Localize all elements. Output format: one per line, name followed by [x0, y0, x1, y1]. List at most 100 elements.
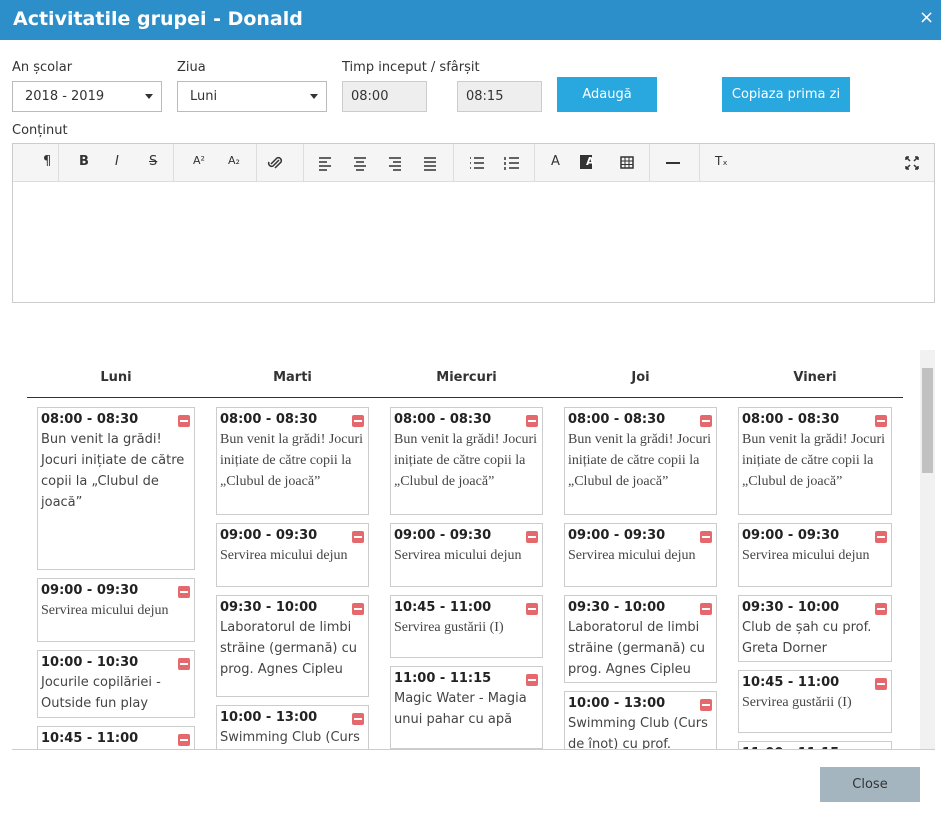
- activity-card: 09:00 - 09:30 Servirea micului dejun: [738, 523, 892, 587]
- toolbar-button[interactable]: A²: [193, 154, 205, 167]
- content-label: Conținut: [12, 123, 68, 138]
- activity-card: 09:00 - 09:30 Servirea micului dejun: [216, 523, 369, 587]
- toolbar-button[interactable]: I: [115, 154, 119, 169]
- activity-text: Bun venit la grădi! Jocuri inițiate de c…: [394, 432, 538, 489]
- activity-card: 09:00 - 09:30 Servirea micului dejun: [390, 523, 543, 587]
- editor[interactable]: ¶ B I S A² A₂ A A Tₓ: [12, 143, 935, 303]
- toolbar-button[interactable]: ¶: [43, 154, 52, 169]
- activity-time: 10:45 - 11:00: [742, 675, 840, 690]
- delete-button[interactable]: [352, 603, 364, 615]
- activity-text: Swimming Club (Curs de înot) cu prof.: [568, 716, 708, 750]
- close-button[interactable]: Close: [820, 767, 920, 802]
- delete-button[interactable]: [700, 415, 712, 427]
- delete-button[interactable]: [178, 415, 190, 427]
- schedule: Luni 08:00 - 08:30 Bun venit la grădi! Joc…: [12, 350, 935, 750]
- start-input[interactable]: 08:00: [342, 81, 427, 112]
- scrollbar[interactable]: [920, 350, 935, 749]
- activity-text: Servirea micului dejun: [41, 603, 169, 618]
- activity-time: 09:30 - 10:00: [568, 600, 666, 615]
- activity-time: 11:00 - 11:15: [742, 746, 888, 749]
- activity-time: 08:00 - 08:30: [568, 412, 666, 427]
- delete-button[interactable]: [875, 749, 887, 750]
- delete-button[interactable]: [875, 415, 887, 427]
- toolbar-button[interactable]: A: [586, 155, 595, 168]
- delete-button[interactable]: [352, 415, 364, 427]
- activity-text: Servirea micului dejun: [220, 548, 348, 563]
- activity-time: 09:00 - 09:30: [568, 528, 666, 543]
- activity-card: 10:00 - 13:00 Swimming Club (Curs de înot…: [216, 705, 369, 749]
- activity-card: 10:45 - 11:00: [37, 726, 195, 749]
- activity-text: Swimming Club (Curs de înot) cu prof.: [220, 730, 360, 745]
- activity-card: 10:00 - 13:00 Swimming Club (Curs de înot…: [564, 691, 717, 750]
- activity-time: 10:45 - 11:00: [394, 600, 492, 615]
- fullscreen-icon: [905, 156, 919, 170]
- activity-card: 08:00 - 08:30 Bun venit la grădi! Jocuri …: [564, 407, 717, 515]
- toolbar-button[interactable]: A: [551, 154, 560, 169]
- delete-button[interactable]: [526, 603, 538, 615]
- end-input[interactable]: 08:15: [457, 81, 542, 112]
- day-header: Marti: [273, 370, 312, 385]
- activity-text: Bun venit la grădi! Jocuri inițiate de c…: [568, 432, 712, 489]
- delete-button[interactable]: [178, 586, 190, 598]
- day-header: Luni: [100, 370, 132, 385]
- delete-button[interactable]: [700, 699, 712, 711]
- toolbar-button[interactable]: Tₓ: [715, 154, 728, 168]
- day-header: Joi: [631, 370, 650, 385]
- activity-text: Magic Water - Magia unui pahar cu apă: [394, 691, 527, 727]
- activity-time: 08:00 - 08:30: [394, 412, 492, 427]
- scroll-thumb[interactable]: [922, 368, 933, 473]
- activity-time: 08:00 - 08:30: [41, 412, 139, 427]
- activity-card: 09:00 - 09:30 Servirea micului dejun: [37, 578, 195, 642]
- activity-text: Servirea micului dejun: [394, 548, 522, 563]
- delete-button[interactable]: [875, 603, 887, 615]
- activity-text: Bun venit la grădi! Jocuri inițiate de c…: [742, 432, 886, 489]
- delete-button[interactable]: [526, 531, 538, 543]
- copy-button[interactable]: Copiaza prima zi: [722, 77, 850, 112]
- table-icon: [620, 156, 634, 169]
- year-select[interactable]: 2018 - 2019: [12, 81, 162, 112]
- activity-card: 11:00 - 11:15: [738, 741, 892, 750]
- toolbar-separator: [256, 144, 257, 182]
- toolbar-icons: [267, 155, 919, 171]
- delete-button[interactable]: [875, 531, 887, 543]
- align-center: [354, 157, 366, 171]
- toolbar-separator: [303, 144, 304, 182]
- activity-text: Servirea micului dejun: [742, 548, 870, 563]
- toolbar-separator: [649, 144, 650, 182]
- header-rule: [27, 397, 903, 398]
- dialog-title: Activitatile grupei - Donald: [13, 8, 303, 30]
- delete-button[interactable]: [352, 531, 364, 543]
- activity-text: Bun venit la grădi! Jocuri inițiate de c…: [41, 432, 185, 510]
- delete-button[interactable]: [700, 531, 712, 543]
- year-label: An școlar: [12, 60, 73, 75]
- delete-button[interactable]: [526, 674, 538, 686]
- add-button[interactable]: Adaugă: [557, 77, 657, 112]
- toolbar-button[interactable]: S: [149, 154, 158, 169]
- activity-text: Servirea micului dejun: [568, 548, 696, 563]
- day-select[interactable]: Luni: [177, 81, 327, 112]
- delete-button[interactable]: [700, 603, 712, 615]
- activity-card: 09:00 - 09:30 Servirea micului dejun: [564, 523, 717, 587]
- day-header: Vineri: [793, 370, 837, 385]
- activity-text: Club de șah cu prof. Greta Dorner: [742, 620, 872, 656]
- delete-button[interactable]: [178, 734, 190, 746]
- toolbar-button[interactable]: A₂: [228, 154, 240, 167]
- toolbar-separator: [699, 144, 700, 182]
- activity-text: Bun venit la grădi! Jocuri inițiate de c…: [220, 432, 364, 489]
- activity-text: Laboratorul de limbi străine (germană) c…: [568, 620, 706, 677]
- delete-button[interactable]: [178, 658, 190, 670]
- delete-button[interactable]: [352, 713, 364, 725]
- time-label: Timp inceput / sfârșit: [342, 60, 480, 75]
- toolbar-button[interactable]: B: [79, 154, 89, 169]
- activity-time: 10:45 - 11:00: [41, 731, 139, 746]
- delete-button[interactable]: [875, 678, 887, 690]
- activity-time: 08:00 - 08:30: [220, 412, 318, 427]
- delete-button[interactable]: [526, 415, 538, 427]
- icons: [267, 156, 919, 171]
- close-icon[interactable]: ×: [919, 7, 935, 28]
- activity-time: 09:00 - 09:30: [394, 528, 492, 543]
- align-left: [319, 157, 331, 171]
- activity-card: 08:00 - 08:30 Bun venit la grădi! Jocuri …: [37, 407, 195, 570]
- day-label: Ziua: [177, 60, 206, 75]
